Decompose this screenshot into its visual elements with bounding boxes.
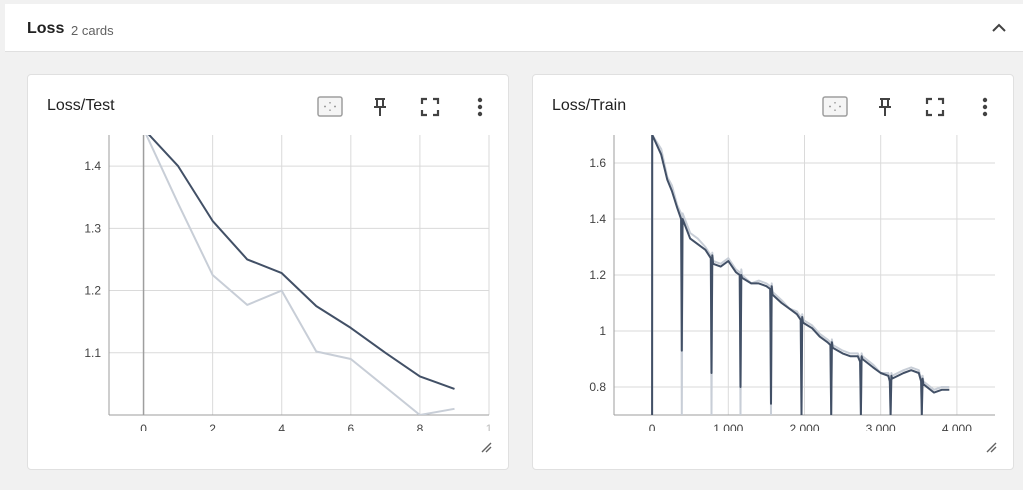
fullscreen-icon[interactable] (416, 93, 444, 121)
resize-handle-icon[interactable] (983, 439, 997, 453)
chevron-up-icon[interactable] (987, 16, 1011, 40)
line-chart-loss-train[interactable]: 0.8 1 1.2 1.4 1.6 0 1,000 2,000 3,000 4,000 (533, 131, 1015, 431)
y-tick-label: 1 (599, 324, 606, 338)
y-tick-label: 1.2 (84, 284, 101, 298)
group-card-count: 2 cards (71, 23, 114, 38)
y-tick-label: 1.6 (589, 156, 606, 170)
x-tick-label: 1 (486, 422, 493, 431)
card-title: Loss/Train (552, 97, 627, 114)
x-tick-label: 2 (209, 422, 216, 431)
y-tick-label: 0.8 (589, 380, 606, 394)
x-tick-label: 4 (278, 422, 285, 431)
x-tick-label: 1,000 (713, 422, 743, 431)
series-line-raw (145, 135, 455, 415)
pin-icon[interactable] (871, 93, 899, 121)
series-line-smoothed (651, 135, 950, 415)
card-group-header: Loss 2 cards (5, 4, 1023, 52)
line-chart-loss-test[interactable]: 1.1 1.2 1.3 1.4 0 2 4 6 8 1 (28, 131, 510, 431)
more-vert-icon[interactable] (466, 93, 494, 121)
y-tick-label: 1.2 (589, 268, 606, 282)
y-tick-label: 1.3 (84, 221, 101, 235)
scalar-card-loss-train: Loss/Train 0.8 1 1.2 1.4 1.6 0 1,000 2,000 3,000… (532, 74, 1014, 470)
x-tick-label: 4,000 (942, 422, 972, 431)
fit-to-data-icon[interactable] (316, 93, 344, 121)
resize-handle-icon[interactable] (478, 439, 492, 453)
group-title: Loss (27, 20, 65, 37)
y-tick-label: 1.1 (84, 346, 101, 360)
x-tick-label: 2,000 (789, 422, 819, 431)
fullscreen-icon[interactable] (921, 93, 949, 121)
y-tick-label: 1.4 (589, 212, 606, 226)
pin-icon[interactable] (366, 93, 394, 121)
x-tick-label: 6 (347, 422, 354, 431)
x-tick-label: 0 (140, 422, 147, 431)
series-line-smoothed (147, 135, 455, 390)
x-tick-label: 3,000 (866, 422, 896, 431)
x-tick-label: 0 (649, 422, 656, 431)
y-tick-label: 1.4 (84, 159, 101, 173)
more-vert-icon[interactable] (971, 93, 999, 121)
x-tick-label: 8 (417, 422, 424, 431)
fit-to-data-icon[interactable] (821, 93, 849, 121)
card-title: Loss/Test (47, 97, 115, 114)
scalar-card-loss-test: Loss/Test 1.1 1.2 1.3 1.4 0 2 4 6 8 1 (27, 74, 509, 470)
